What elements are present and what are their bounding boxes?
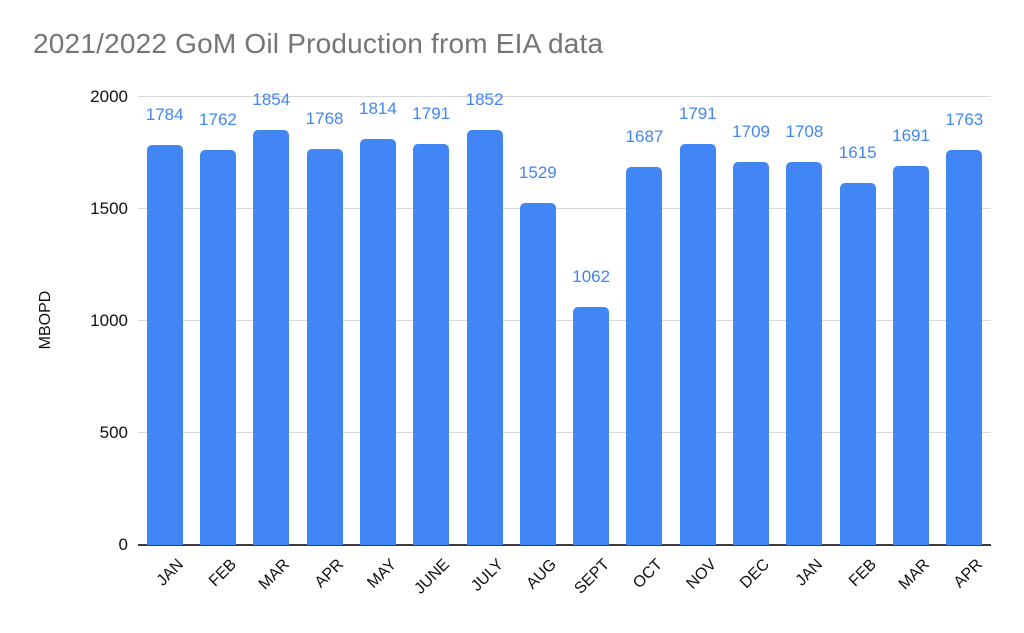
bar-value-label: 1709 [732, 122, 770, 142]
y-tick-label: 0 [118, 535, 128, 554]
bar-value-label: 1762 [199, 110, 237, 130]
plot-area: 1784 JAN 1762 FEB 1854 MAR 1768 APR 1814 MAY 1791 J… [138, 90, 991, 598]
bar[interactable] [519, 202, 556, 545]
bar-value-label: 1763 [945, 110, 984, 130]
gridline [138, 208, 991, 209]
bar-value-label: 1814 [358, 98, 397, 118]
bar[interactable] [946, 150, 983, 545]
bar-value-label: 1768 [305, 108, 344, 128]
bar[interactable] [679, 143, 716, 545]
chart-title: 2021/2022 GoM Oil Production from EIA da… [33, 28, 604, 59]
x-axis-line [138, 544, 991, 546]
bar-value-label: 1708 [785, 122, 824, 142]
bar-value-label: 1615 [838, 143, 877, 163]
gridline [138, 320, 991, 321]
bar[interactable] [839, 183, 876, 545]
bar[interactable] [359, 138, 396, 545]
bar-value-label: 1854 [252, 89, 291, 109]
bar[interactable] [573, 307, 610, 545]
y-tick-label: 1500 [90, 199, 128, 218]
bar-value-label: 1784 [145, 105, 184, 125]
y-tick-label: 2000 [90, 87, 128, 106]
bar[interactable] [466, 130, 503, 545]
bar[interactable] [306, 148, 343, 545]
bar[interactable] [146, 145, 183, 545]
bar-value-label: 1062 [572, 267, 611, 287]
bar-value-label: 1852 [465, 90, 504, 110]
bar-value-label: 1791 [412, 103, 451, 123]
bar-value-label: 1691 [892, 126, 930, 146]
bar[interactable] [253, 129, 290, 545]
bar[interactable] [733, 162, 770, 545]
bar-value-label: 1687 [625, 127, 664, 147]
bar[interactable] [786, 162, 823, 545]
bar[interactable] [893, 166, 930, 545]
y-tick-label: 500 [99, 423, 128, 442]
bar[interactable] [199, 150, 236, 545]
gridline [138, 96, 991, 97]
bar[interactable] [626, 167, 663, 545]
y-tick-label: 1000 [90, 311, 128, 330]
bar[interactable] [413, 143, 450, 545]
bar-value-label: 1791 [678, 103, 717, 123]
bar-value-label: 1529 [518, 162, 557, 182]
gridline [138, 432, 991, 433]
